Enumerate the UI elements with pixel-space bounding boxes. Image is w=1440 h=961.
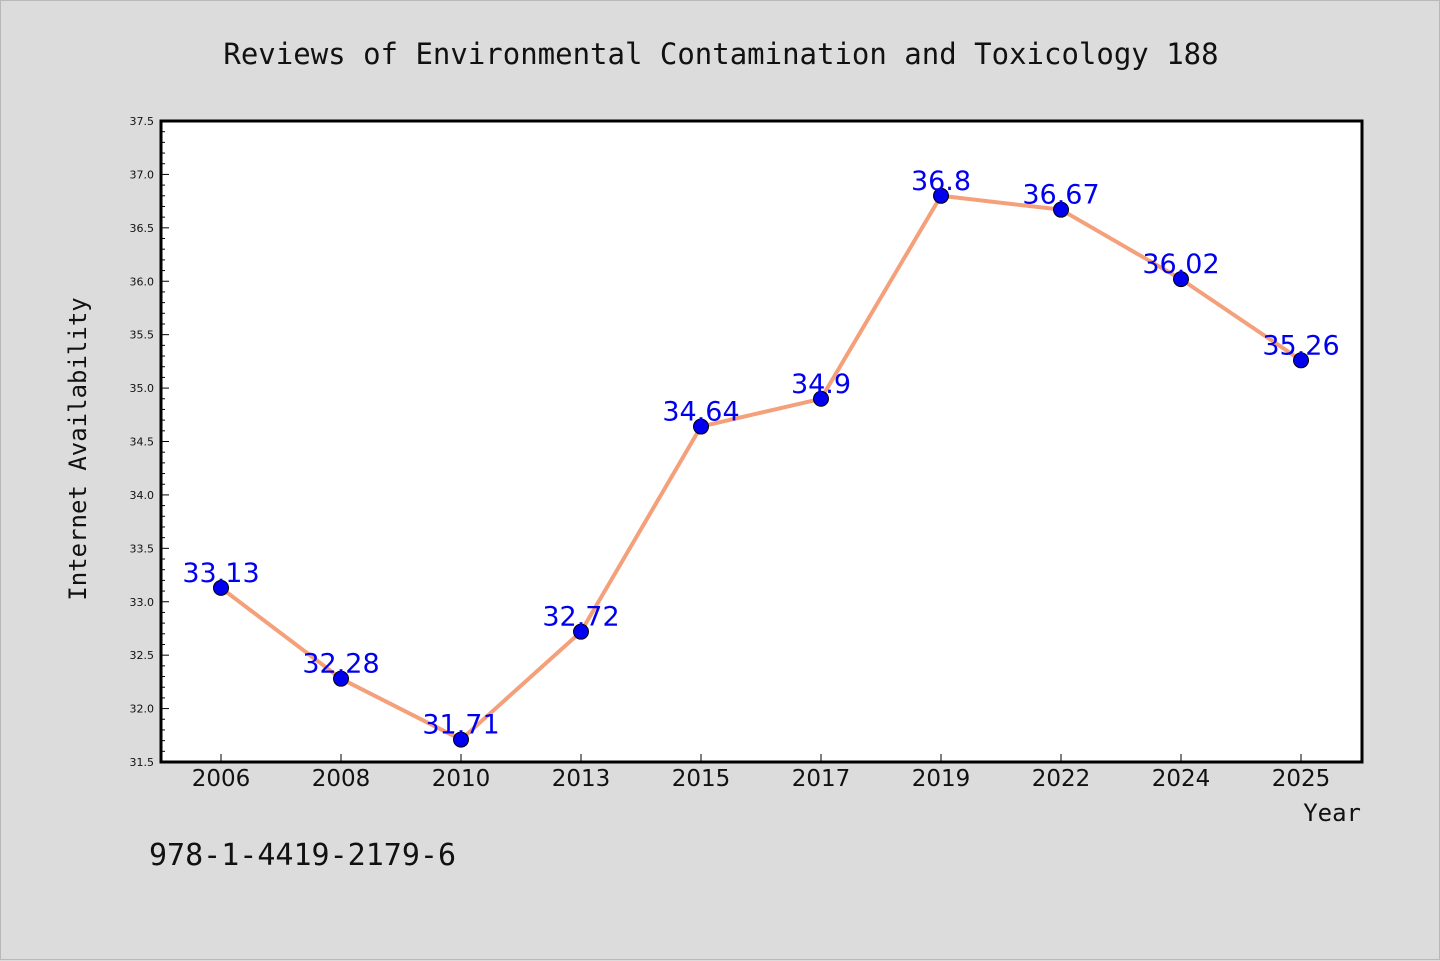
- series-line: [219, 193, 1303, 742]
- x-tick-label: 2015: [672, 766, 731, 792]
- x-tick-label: 2017: [792, 766, 851, 792]
- footer-isbn: 978-1-4419-2179-6: [149, 838, 456, 873]
- data-point: [573, 623, 589, 640]
- data-point: [1053, 201, 1069, 218]
- x-tick-label: 2013: [552, 766, 611, 792]
- y-tick-label: 33.5: [130, 542, 155, 555]
- data-point: [453, 731, 469, 748]
- y-tick-label: 34.5: [130, 436, 155, 449]
- x-axis-ticks: 2006 2008 2010 2013 2015 2017 2019 2022 2024 2025: [192, 754, 1331, 792]
- y-tick-label: 35.5: [130, 329, 155, 342]
- data-point: [1293, 352, 1309, 369]
- data-label: 31.71: [422, 710, 499, 741]
- plot-area: [159, 119, 1364, 764]
- data-label: 36.02: [1142, 249, 1219, 280]
- data-label: 36.67: [1022, 180, 1099, 211]
- data-labels: 33.13 32.28 31.71 32.72 34.64 34.9 36.8 36.67 36…: [182, 166, 1339, 741]
- data-label: 36.8: [911, 166, 971, 197]
- data-label: 34.64: [662, 397, 739, 428]
- data-point: [813, 390, 829, 407]
- y-tick-label: 35.0: [130, 382, 155, 395]
- data-label: 34.9: [791, 369, 851, 400]
- x-axis-label: Year: [1303, 799, 1361, 827]
- x-tick-label: 2008: [312, 766, 371, 792]
- y-tick-label: 36.0: [130, 275, 155, 288]
- y-tick-label: 37.0: [130, 168, 155, 181]
- y-tick-label: 31.5: [130, 756, 155, 769]
- y-axis-label: Internet Availability: [64, 297, 92, 600]
- y-tick-label: 32.5: [130, 649, 155, 662]
- y-tick-label: 34.0: [130, 489, 155, 502]
- y-tick-label: 37.5: [130, 115, 155, 128]
- data-label: 35.26: [1262, 330, 1339, 361]
- data-point: [333, 670, 349, 687]
- data-label: 32.28: [302, 649, 379, 680]
- x-tick-label: 2024: [1152, 766, 1211, 792]
- x-tick-label: 2019: [912, 766, 971, 792]
- data-point: [213, 579, 229, 596]
- data-label: 33.13: [182, 558, 259, 589]
- data-point: [693, 418, 709, 435]
- x-tick-label: 2022: [1032, 766, 1091, 792]
- y-tick-label: 36.5: [130, 222, 155, 235]
- chart-title: Reviews of Environmental Contamination a…: [223, 37, 1218, 71]
- series-markers: [213, 187, 1309, 748]
- x-tick-label: 2006: [192, 766, 251, 792]
- data-label: 32.72: [542, 602, 619, 633]
- y-tick-label: 33.0: [130, 596, 155, 609]
- data-point: [1173, 271, 1189, 288]
- y-tick-label: 32.0: [130, 703, 155, 716]
- y-axis-ticks: 31.5 32.0 32.5 33.0 33.5 34.0 34.5 35.0 35.5 36.0…: [130, 115, 169, 769]
- x-tick-label: 2025: [1272, 766, 1331, 792]
- x-tick-label: 2010: [432, 766, 491, 792]
- data-point: [933, 187, 949, 204]
